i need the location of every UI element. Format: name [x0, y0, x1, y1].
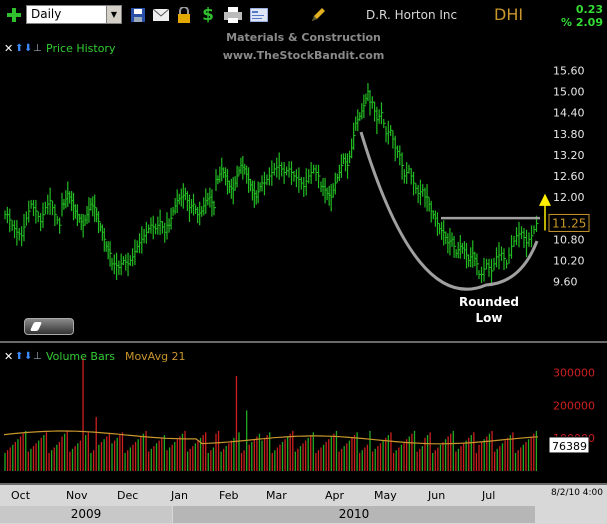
volume-panel-label: Volume Bars: [46, 349, 115, 363]
price-chart: 15.6015.0014.4013.8013.2012.6012.0011.40…: [4, 65, 590, 325]
lock-icon[interactable]: [176, 6, 192, 24]
y-tick-label: 13.20: [553, 149, 585, 162]
close-icon[interactable]: ✕: [4, 349, 14, 363]
close-icon[interactable]: ✕: [4, 41, 14, 55]
last-volume-label: 76389: [552, 440, 587, 453]
plus-icon[interactable]: [6, 6, 22, 24]
volume-panel[interactable]: 30000020000010000076389 ✕ ⬆ ⬇ ⊥ Volume B…: [0, 343, 607, 484]
year-label: 2010: [173, 506, 535, 523]
watermark-site: www.TheStockBandit.com: [222, 49, 385, 62]
pencil-icon[interactable]: [310, 6, 326, 24]
panel-divider[interactable]: [0, 483, 607, 485]
price-panel-label: Price History: [46, 41, 116, 55]
collapse-icon[interactable]: ⊥: [33, 42, 42, 54]
year-label: 2009: [0, 506, 172, 523]
date-stamp: 8/2/10 4:00: [550, 488, 603, 498]
rounded-low-annotation: Rounded: [459, 295, 519, 309]
price-panel[interactable]: 15.6015.0014.4013.8013.2012.6012.0011.40…: [0, 30, 607, 342]
scroll-button[interactable]: [24, 318, 74, 335]
rounded-low-curve: [359, 131, 539, 291]
price-panel-header: ✕ ⬆ ⬇ ⊥ Price History: [4, 41, 115, 55]
last-price-label: 11.25: [552, 216, 586, 230]
month-label: Mar: [266, 489, 287, 502]
breakout-arrow-head: [539, 193, 551, 206]
save-icon[interactable]: [130, 6, 146, 24]
y-tick-label: 10.20: [553, 254, 585, 267]
timeframe-value: Daily: [31, 7, 62, 21]
toolbar: Daily ▼ $ D.R. Horton Inc DHI 0.23 % 2.0…: [0, 0, 607, 30]
arrow-up-icon[interactable]: ⬆: [15, 42, 24, 54]
month-label: May: [374, 489, 397, 502]
card-icon[interactable]: [250, 6, 268, 24]
y-tick-label: 12.00: [553, 191, 585, 204]
y-tick-label: 300000: [553, 367, 595, 380]
collapse-icon[interactable]: ⊥: [33, 350, 42, 362]
month-label: Dec: [117, 489, 139, 502]
arrow-up-icon[interactable]: ⬆: [15, 350, 24, 362]
rounded-low-annotation: Low: [476, 311, 503, 325]
month-label: Feb: [219, 489, 239, 502]
chevron-down-icon[interactable]: ▼: [106, 6, 121, 23]
y-tick-label: 15.60: [553, 65, 585, 78]
month-label: Jun: [428, 489, 446, 502]
month-label: Jul: [482, 489, 496, 502]
y-tick-label: 13.80: [553, 128, 585, 141]
price-change: 0.23: [575, 3, 603, 16]
month-label: Apr: [325, 489, 345, 502]
last-price-badge: [548, 213, 590, 232]
y-tick-label: 15.00: [553, 86, 585, 99]
percent-change: % 2.09: [561, 16, 603, 29]
moving-average-label: MovAvg 21: [124, 349, 186, 363]
panel-divider[interactable]: [0, 341, 607, 343]
arrow-down-icon[interactable]: ⬇: [24, 350, 33, 362]
y-tick-label: 14.40: [553, 107, 585, 120]
volume-chart: 30000020000010000076389: [3, 357, 595, 471]
arrow-down-icon[interactable]: ⬇: [24, 42, 33, 54]
last-volume-badge: [548, 436, 590, 454]
dollar-icon[interactable]: $: [202, 5, 214, 25]
date-axis: Oct Nov Dec Jan Feb Mar Apr May Jun Jul …: [0, 485, 607, 524]
ticker-symbol: DHI: [494, 5, 524, 24]
month-label: Jan: [171, 489, 188, 502]
y-tick-label: 9.60: [553, 275, 578, 288]
mail-icon[interactable]: [153, 6, 169, 24]
company-name: D.R. Horton Inc: [366, 8, 458, 22]
volume-panel-header: ✕ ⬆ ⬇ ⊥ Volume Bars MovAvg 21: [4, 349, 186, 363]
y-tick-label: 12.60: [553, 170, 585, 183]
month-label: Nov: [66, 489, 88, 502]
timeframe-select[interactable]: Daily ▼: [26, 5, 122, 24]
y-tick-label: 200000: [553, 399, 595, 412]
y-tick-label: 10.80: [553, 233, 585, 246]
watermark-sector: Materials & Construction: [226, 31, 381, 44]
moving-average-line: [3, 430, 539, 445]
print-icon[interactable]: [224, 6, 242, 24]
month-label: Oct: [11, 489, 31, 502]
